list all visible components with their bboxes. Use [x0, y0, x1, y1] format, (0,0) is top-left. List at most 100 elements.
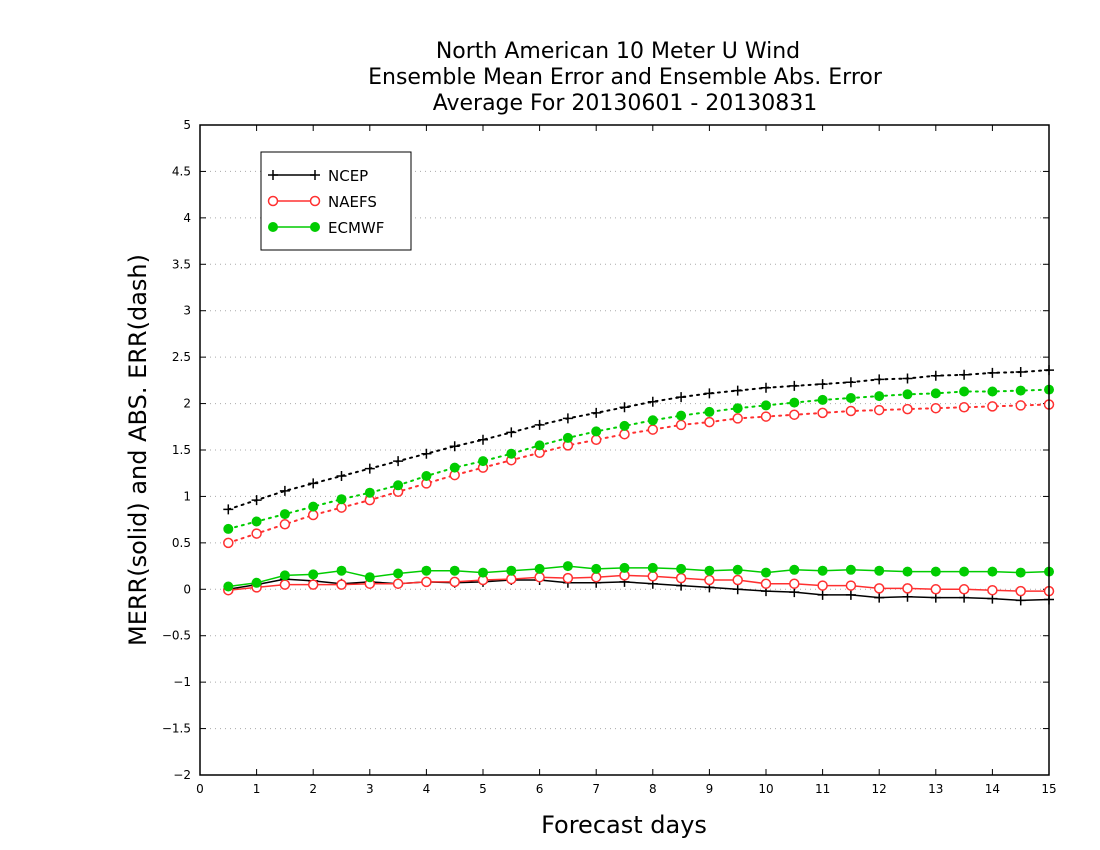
- legend-label-ncep: NCEP: [328, 167, 368, 185]
- naefs-abs-err-point: [619, 428, 630, 440]
- ncep-abs-err-point: [308, 478, 319, 489]
- ncep-abs-err-point: [619, 402, 630, 413]
- legend-swatch-ecmwf-marker-left: [268, 222, 278, 232]
- x-tick-label: 12: [872, 782, 887, 796]
- y-tick-label: −1: [173, 675, 191, 689]
- naefs-abs-err-point: [817, 407, 828, 419]
- ecmwf-abs-err-point: [478, 456, 488, 467]
- ncep-abs-err-point: [761, 382, 771, 393]
- ecmwf-abs-err-point: [930, 388, 941, 399]
- ecmwf-merr-point: [874, 565, 885, 576]
- x-tick-label: 4: [423, 782, 431, 796]
- ecmwf-abs-err-line: [227, 388, 1050, 530]
- naefs-merr-point: [562, 572, 574, 584]
- legend-swatch-naefs-marker-right: [309, 195, 321, 207]
- ecmwf-abs-err-point: [506, 448, 517, 459]
- ncep-abs-err-point: [449, 441, 460, 452]
- naefs-abs-err-point: [675, 419, 687, 431]
- ncep-abs-err-point: [562, 413, 573, 424]
- naefs-merr-point: [789, 578, 800, 589]
- ncep-abs-err-point: [393, 456, 404, 467]
- ncep-abs-err-point: [364, 463, 375, 474]
- ncep-abs-err-point: [591, 407, 602, 418]
- legend-item-naefs: NAEFS: [267, 193, 377, 211]
- ncep-abs-err-point: [902, 373, 913, 384]
- legend-swatch-ecmwf-marker-right: [310, 222, 320, 232]
- ecmwf-abs-err-point: [364, 487, 375, 498]
- y-tick-label: −2: [173, 768, 191, 782]
- ncep-abs-err-point: [336, 471, 347, 481]
- ecmwf-merr-point: [761, 567, 771, 578]
- ecmwf-abs-err-point: [959, 386, 970, 397]
- ecmwf-merr-point: [308, 569, 319, 580]
- x-tick-label: 7: [592, 782, 600, 796]
- y-tick-label: 4.5: [172, 164, 191, 178]
- x-tick-label: 14: [985, 782, 1000, 796]
- naefs-merr-point: [1015, 585, 1026, 597]
- x-axis-label: Forecast days: [541, 811, 707, 839]
- ecmwf-abs-err-point: [647, 415, 658, 426]
- naefs-merr-point: [845, 580, 857, 591]
- y-tick-label: 2.5: [172, 350, 191, 364]
- ecmwf-abs-err-point: [704, 406, 715, 417]
- legend-item-ecmwf: ECMWF: [268, 219, 384, 237]
- ecmwf-abs-err-point: [336, 494, 347, 505]
- x-tick-label: 2: [309, 782, 317, 796]
- ecmwf-merr-point: [393, 568, 404, 579]
- naefs-merr-point: [392, 578, 404, 589]
- y-axis-label: MERR(solid) and ABS. ERR(dash): [124, 254, 152, 646]
- naefs-abs-err-point: [590, 434, 602, 446]
- ecmwf-abs-err-point: [817, 394, 828, 405]
- plot-frame: [199, 124, 1050, 776]
- ncep-abs-err-point: [223, 504, 234, 515]
- y-tick-label: 3.5: [172, 257, 191, 271]
- naefs-merr-point: [506, 573, 517, 585]
- x-tick-label: 0: [196, 782, 204, 796]
- y-tick-label: 5: [183, 118, 191, 132]
- naefs-merr-point: [421, 576, 432, 588]
- ecmwf-merr-point: [251, 577, 262, 588]
- naefs-merr-point: [902, 583, 913, 594]
- naefs-abs-err-point: [873, 404, 885, 416]
- ecmwf-merr-point: [704, 565, 715, 576]
- legend-label-naefs: NAEFS: [328, 193, 377, 211]
- ecmwf-merr-point: [619, 562, 630, 573]
- legend-label-ecmwf: ECMWF: [328, 219, 384, 237]
- ecmwf-merr-point: [223, 581, 234, 592]
- ncep-abs-err-point: [789, 380, 800, 391]
- legend-swatch-ncep-plus-left: [268, 170, 278, 180]
- chart-title-line-3: Average For 20130601 - 20130831: [433, 91, 818, 116]
- naefs-abs-err-point: [845, 405, 857, 417]
- naefs-abs-err-point: [279, 519, 291, 530]
- naefs-abs-err-point: [223, 537, 234, 549]
- ncep-merr-point: [817, 589, 828, 600]
- ncep-abs-err-point: [279, 485, 290, 496]
- ecmwf-merr-point: [789, 564, 800, 575]
- ncep-abs-err-point: [732, 385, 743, 396]
- ecmwf-merr-point: [817, 565, 828, 576]
- chart-title-line-1: North American 10 Meter U Wind: [436, 39, 800, 64]
- axis-ticks: 54.543.532.521.510.50−0.5−1−1.5−20 1 2 3 4 5 6…: [162, 118, 1057, 796]
- x-tick-label: 3: [366, 782, 374, 796]
- ecmwf-abs-err-point: [902, 389, 913, 400]
- y-tick-label: 3: [183, 304, 191, 318]
- ncep-abs-err-point: [930, 370, 941, 381]
- ncep-abs-err-point: [506, 427, 517, 438]
- chart-title-line-2: Ensemble Mean Error and Ensemble Abs. Er…: [368, 65, 883, 90]
- y-tick-label: 2: [183, 397, 191, 411]
- ecmwf-merr-point: [506, 565, 517, 576]
- ecmwf-abs-err-point: [789, 397, 800, 408]
- naefs-abs-err-point: [789, 409, 800, 420]
- ncep-abs-err-point: [421, 448, 432, 459]
- ecmwf-merr-point: [421, 565, 432, 576]
- x-tick-label: 13: [928, 782, 943, 796]
- naefs-abs-err-point: [958, 402, 970, 413]
- ncep-abs-err-line: [227, 369, 1050, 511]
- x-tick-label: 9: [706, 782, 714, 796]
- ecmwf-abs-err-point: [251, 516, 262, 527]
- ecmwf-abs-err-point: [562, 432, 573, 443]
- ncep-abs-err-point: [874, 374, 885, 385]
- naefs-merr-point: [647, 571, 659, 582]
- ecmwf-abs-err-point: [619, 420, 630, 431]
- ecmwf-abs-err-point: [1015, 385, 1026, 396]
